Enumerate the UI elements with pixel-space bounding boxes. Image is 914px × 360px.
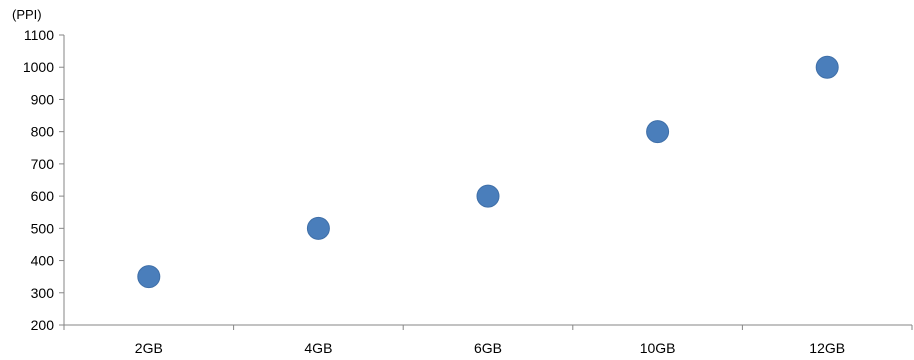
y-tick-label: 900 [31, 91, 55, 107]
y-tick-label: 400 [31, 253, 55, 269]
data-point [137, 265, 161, 289]
chart-axes [63, 35, 912, 326]
x-tick-label: 12GB [809, 340, 845, 356]
data-point [646, 120, 670, 144]
y-tick-label: 1100 [24, 27, 54, 43]
y-tick-label: 600 [31, 188, 55, 204]
data-points [137, 55, 839, 289]
x-tick-label: 6GB [474, 340, 502, 356]
y-axis-unit-label: (PPI) [12, 7, 42, 22]
y-tick-label: 1000 [23, 59, 54, 75]
y-axis-ticks: 200 300 400 500 600 700 800 900 1000 1100 [23, 27, 64, 333]
data-point [306, 216, 330, 240]
y-tick-label: 200 [31, 317, 55, 333]
y-tick-label: 500 [31, 220, 55, 236]
data-point [476, 184, 500, 208]
y-tick-label: 700 [31, 156, 55, 172]
x-tick-label: 10GB [640, 340, 676, 356]
y-tick-label: 300 [31, 285, 55, 301]
x-tick-label: 2GB [135, 340, 163, 356]
data-point [815, 55, 839, 79]
y-tick-label: 800 [31, 124, 55, 140]
x-axis-ticks: 2GB 4GB 6GB 10GB 12GB [63, 325, 913, 356]
x-tick-label: 4GB [304, 340, 332, 356]
